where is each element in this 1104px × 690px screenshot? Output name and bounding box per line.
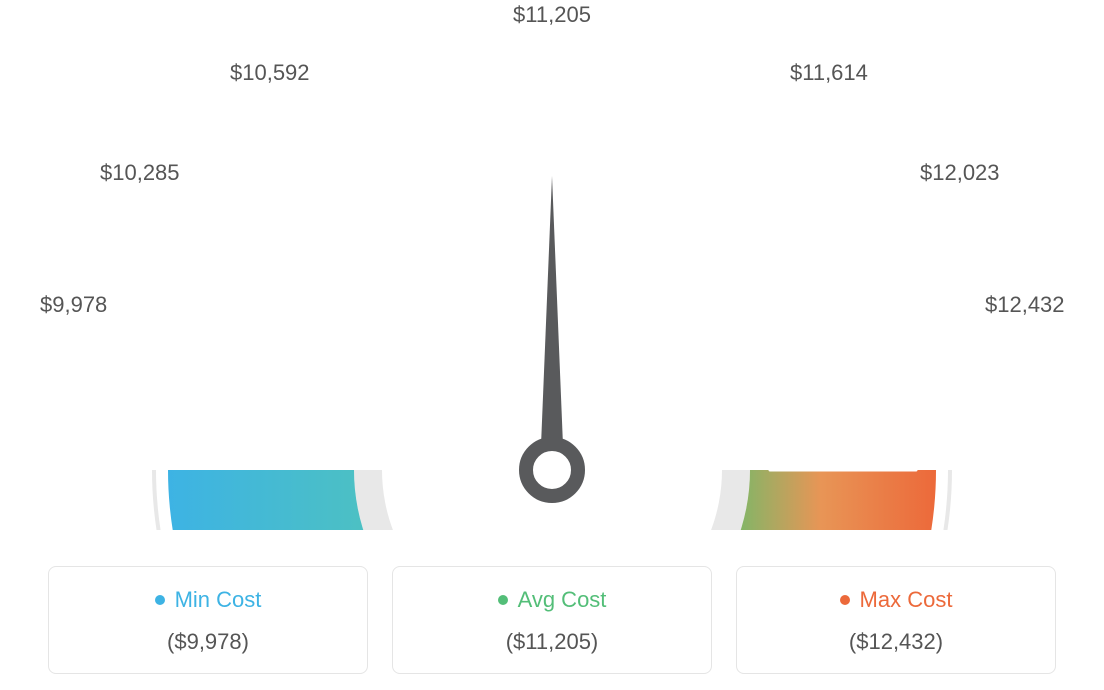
gauge-area: $9,978 $10,285 $10,592 $11,205 $11,614 $12,02…: [0, 0, 1104, 540]
gauge-tick-label: $11,614: [790, 60, 868, 86]
legend-row: Min Cost ($9,978) Avg Cost ($11,205) Max…: [0, 566, 1104, 674]
gauge-tick-label: $9,978: [40, 292, 107, 318]
gauge-tick-label: $11,205: [513, 2, 591, 28]
legend-dot-min: [155, 595, 165, 605]
gauge-tick-label: $10,592: [230, 60, 310, 86]
legend-label-max: Max Cost: [860, 587, 953, 613]
legend-dot-avg: [498, 595, 508, 605]
legend-card-min: Min Cost ($9,978): [48, 566, 368, 674]
legend-title-avg: Avg Cost: [498, 587, 607, 613]
cost-gauge-container: $9,978 $10,285 $10,592 $11,205 $11,614 $12,02…: [0, 0, 1104, 690]
gauge-svg: [97, 10, 1007, 530]
legend-label-avg: Avg Cost: [518, 587, 607, 613]
legend-card-max: Max Cost ($12,432): [736, 566, 1056, 674]
legend-title-min: Min Cost: [155, 587, 262, 613]
legend-value-min: ($9,978): [59, 629, 357, 655]
gauge-tick-label: $12,432: [985, 292, 1065, 318]
legend-dot-max: [840, 595, 850, 605]
legend-card-avg: Avg Cost ($11,205): [392, 566, 712, 674]
legend-value-avg: ($11,205): [403, 629, 701, 655]
legend-label-min: Min Cost: [175, 587, 262, 613]
gauge-tick-label: $10,285: [100, 160, 180, 186]
legend-value-max: ($12,432): [747, 629, 1045, 655]
gauge-tick-label: $12,023: [920, 160, 1000, 186]
legend-title-max: Max Cost: [840, 587, 953, 613]
